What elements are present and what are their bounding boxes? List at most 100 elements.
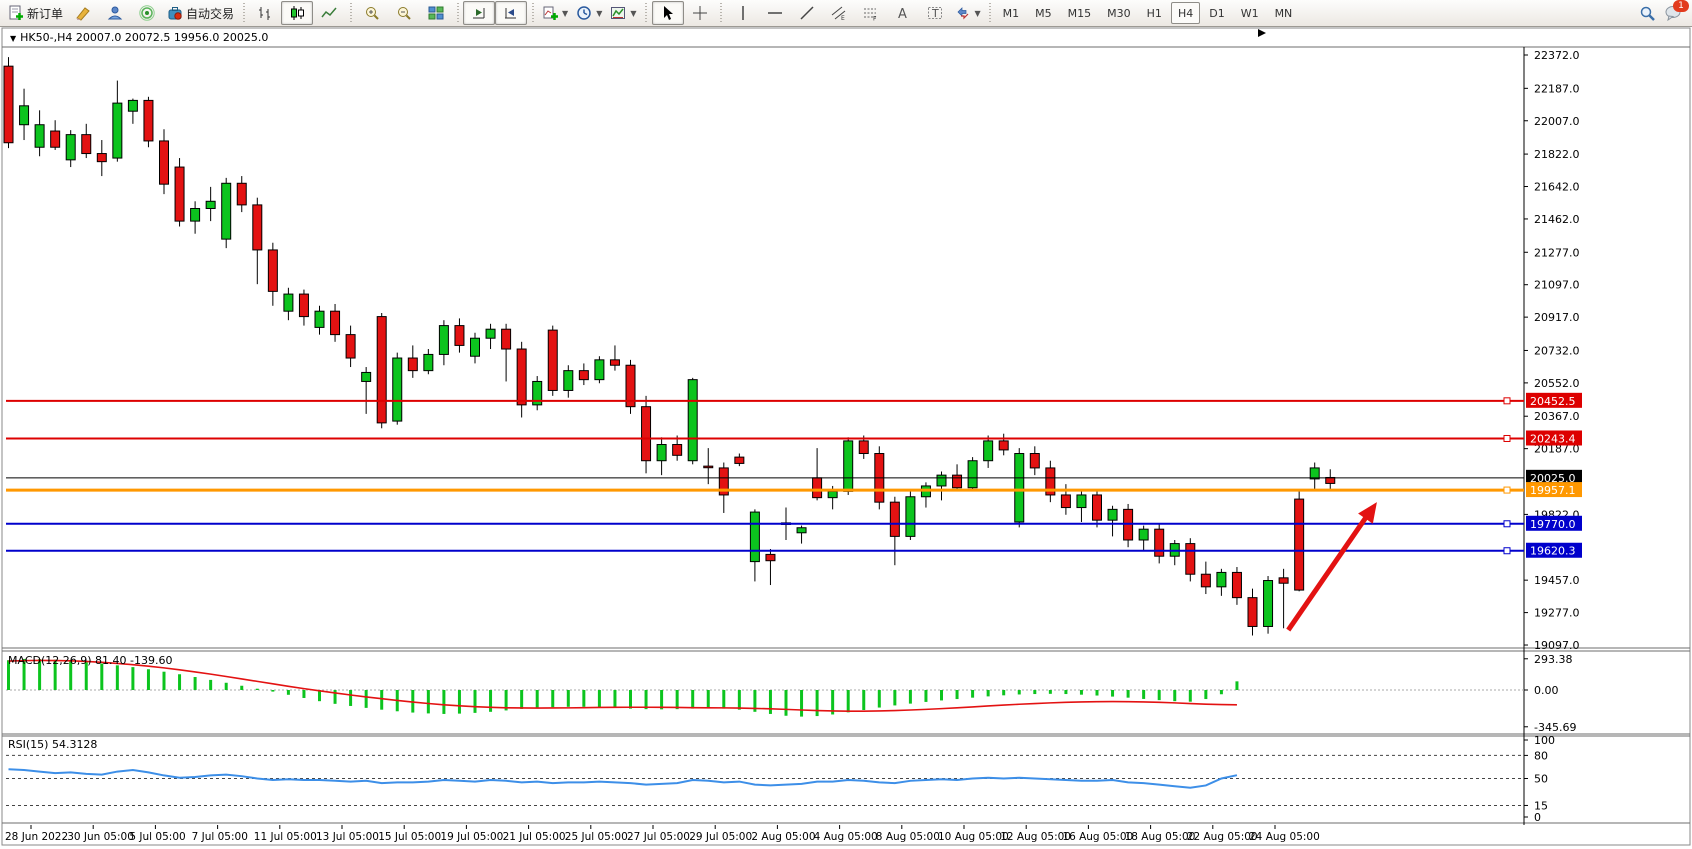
community-button[interactable] [99, 1, 131, 25]
chart-title: ▼ HK50-,H4 20007.0 20072.5 19956.0 20025.… [10, 31, 269, 44]
dropdown-caret: ▼ [974, 8, 981, 18]
svg-text:20452.5: 20452.5 [1530, 395, 1576, 408]
periods-button[interactable]: ▼ [572, 1, 606, 25]
dropdown-caret: ▼ [562, 8, 569, 18]
svg-text:293.38: 293.38 [1534, 653, 1573, 666]
text-label-button[interactable]: T [919, 1, 951, 25]
svg-text:8 Aug 05:00: 8 Aug 05:00 [876, 831, 940, 843]
svg-text:19 Jul 05:00: 19 Jul 05:00 [440, 831, 503, 843]
svg-text:22372.0: 22372.0 [1534, 49, 1580, 62]
arrows-button[interactable]: ▼ [951, 1, 985, 25]
toolbar-right: 1 [1639, 0, 1689, 22]
notifications-button[interactable]: 1 [1664, 0, 1689, 21]
svg-text:F: F [873, 16, 877, 22]
new-order-button[interactable]: 新订单 [4, 1, 67, 25]
svg-text:30 Jun 05:00: 30 Jun 05:00 [67, 831, 134, 843]
dropdown-caret: ▼ [630, 8, 637, 18]
fibonacci-button[interactable]: F [855, 1, 887, 25]
zoom-out-icon [396, 5, 412, 21]
toolbar-separator [455, 3, 461, 23]
svg-text:20187.0: 20187.0 [1534, 443, 1580, 456]
templates-button[interactable]: ▼ [606, 1, 640, 25]
svg-text:0: 0 [1534, 811, 1541, 824]
toolbar-separator [241, 3, 247, 23]
rsi-indicator-label: RSI(15) 54.3128 [8, 738, 98, 751]
svg-text:4 Aug 05:00: 4 Aug 05:00 [814, 831, 878, 843]
chart-menu-arrow-icon[interactable]: ▼ [10, 34, 17, 43]
chart-shift-icon [503, 5, 519, 21]
bar-chart-button[interactable] [249, 1, 281, 25]
auto-trading-icon [167, 5, 183, 21]
svg-text:16 Aug 05:00: 16 Aug 05:00 [1062, 831, 1133, 843]
svg-text:27 Jul 05:00: 27 Jul 05:00 [627, 831, 690, 843]
auto-scroll-button[interactable] [463, 1, 496, 25]
vertical-line-button[interactable] [727, 1, 759, 25]
chart-canvas[interactable]: 22372.0 22187.0 22007.0 21822.0 21642.0 21462… [0, 27, 1692, 849]
indicators-icon [542, 5, 559, 21]
hline-20025.0[interactable]: 20025.0 [6, 469, 1582, 485]
indicators-button[interactable]: ▼ [538, 1, 572, 25]
svg-text:0.00: 0.00 [1534, 684, 1559, 697]
signals-button[interactable] [131, 1, 163, 25]
tile-windows-button[interactable] [420, 1, 452, 25]
svg-text:22187.0: 22187.0 [1534, 82, 1580, 95]
auto-trading-button[interactable]: 自动交易 [163, 1, 238, 25]
svg-text:21277.0: 21277.0 [1534, 246, 1580, 259]
trendline-button[interactable] [791, 1, 823, 25]
timeframe-MN[interactable]: MN [1274, 6, 1293, 20]
line-chart-icon [321, 5, 337, 21]
timeframe-D1[interactable]: D1 [1209, 6, 1225, 20]
dropdown-caret: ▼ [596, 8, 603, 18]
svg-text:19277.0: 19277.0 [1534, 607, 1580, 620]
person-icon [107, 5, 123, 21]
candlestick-chart-button[interactable] [281, 1, 314, 25]
hline-19957.1[interactable]: 19957.1 [6, 482, 1582, 498]
svg-text:24 Aug 05:00: 24 Aug 05:00 [1249, 831, 1320, 843]
candles [3, 57, 1336, 636]
crosshair-button[interactable] [684, 1, 716, 25]
svg-text:15 Jul 05:00: 15 Jul 05:00 [378, 831, 441, 843]
hline-19770.0[interactable]: 19770.0 [6, 515, 1582, 531]
timeframe-H1[interactable]: H1 [1146, 6, 1162, 20]
timeframe-M30[interactable]: M30 [1107, 6, 1131, 20]
crayon-icon [75, 5, 91, 21]
timeframe-M15[interactable]: M15 [1067, 6, 1092, 20]
toolbar-separator [643, 3, 649, 23]
trend-arrow[interactable] [1286, 502, 1377, 632]
svg-text:19097.0: 19097.0 [1534, 639, 1580, 652]
svg-text:50: 50 [1534, 773, 1548, 786]
text-button[interactable]: A [887, 1, 919, 25]
hline-19620.3[interactable]: 19620.3 [6, 542, 1582, 558]
hline-20243.4[interactable]: 20243.4 [6, 430, 1582, 446]
bar-chart-icon [257, 5, 273, 21]
svg-text:18 Aug 05:00: 18 Aug 05:00 [1125, 831, 1196, 843]
timeframe-H4[interactable]: H4 [1170, 2, 1201, 24]
line-chart-button[interactable] [313, 1, 345, 25]
tile-windows-icon [428, 5, 444, 21]
broadcast-icon [139, 5, 155, 21]
zoom-in-button[interactable] [356, 1, 388, 25]
svg-text:29 Jul 05:00: 29 Jul 05:00 [689, 831, 752, 843]
svg-text:80: 80 [1534, 749, 1548, 762]
timeframe-M1[interactable]: M1 [1002, 6, 1020, 20]
svg-text:19770.0: 19770.0 [1530, 518, 1576, 531]
chart-shift-button[interactable] [495, 1, 528, 25]
timeframe-M5[interactable]: M5 [1035, 6, 1052, 20]
zoom-out-button[interactable] [388, 1, 420, 25]
svg-text:28 Jun 2022: 28 Jun 2022 [5, 831, 68, 843]
toolbar-separator [718, 3, 724, 23]
search-icon[interactable] [1639, 5, 1656, 22]
chart-window: ▼ HK50-,H4 20007.0 20072.5 19956.0 20025.… [0, 27, 1692, 849]
svg-text:10 Aug 05:00: 10 Aug 05:00 [938, 831, 1009, 843]
equidistant-channel-button[interactable]: E [823, 1, 855, 25]
styler-button[interactable] [67, 1, 99, 25]
svg-text:T: T [931, 7, 939, 20]
horizontal-line-button[interactable] [759, 1, 791, 25]
cursor-button[interactable] [651, 1, 684, 25]
new-order-label: 新订单 [27, 6, 64, 21]
svg-text:22007.0: 22007.0 [1534, 115, 1580, 128]
hline-20452.5[interactable]: 20452.5 [6, 392, 1582, 408]
svg-text:A: A [898, 7, 907, 21]
timeframe-W1[interactable]: W1 [1240, 6, 1259, 20]
date-axis: 28 Jun 2022 30 Jun 05:005 Jul 05:00 7 Jul … [5, 825, 1320, 843]
